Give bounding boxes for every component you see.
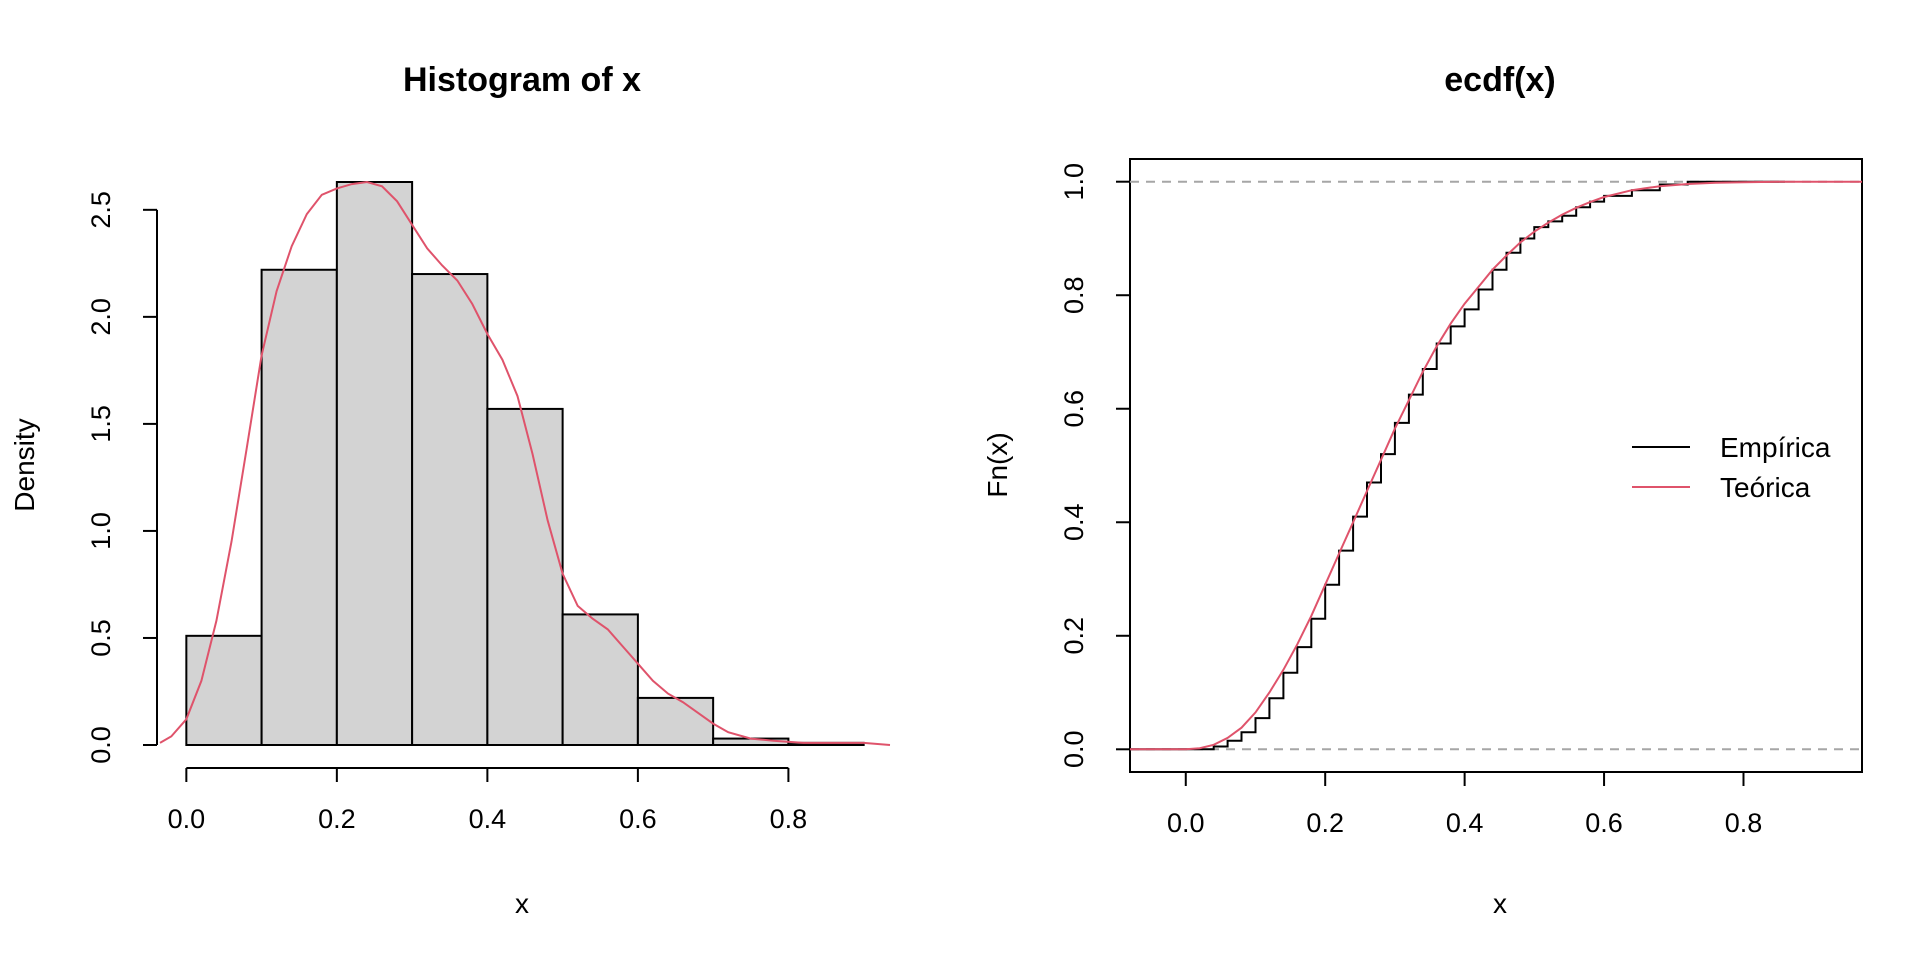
histogram-bar xyxy=(335,181,414,746)
ecdf-title: ecdf(x) xyxy=(1444,61,1555,99)
ecdf-y-tick-label: 0.2 xyxy=(1059,617,1089,655)
ecdf-empirical-line xyxy=(1130,180,1786,751)
ecdf-series-layer xyxy=(1130,180,1862,751)
histogram-x-axis: 0.0 0.2 0.4 0.6 0.8 xyxy=(168,767,808,834)
density-curve xyxy=(159,180,891,746)
legend-label-teorica: Teórica xyxy=(1720,472,1811,503)
histogram-x-tick-label: 0.0 xyxy=(168,804,206,834)
histogram-y-tick-label: 2.0 xyxy=(86,298,116,336)
ecdf-y-axis-label: Fn(x) xyxy=(982,432,1013,497)
histogram-x-tick-label: 0.6 xyxy=(619,804,657,834)
histogram-bar xyxy=(636,696,715,747)
ecdf-y-tick-label: 1.0 xyxy=(1059,163,1089,201)
ecdf-y-axis: 0.0 0.2 0.4 0.6 0.8 1.0 xyxy=(1059,163,1130,768)
histogram-panel: Histogram of x x Density 0.0 0.2 0.4 0.6 0.8… xyxy=(9,61,891,919)
ecdf-x-tick-label: 0.0 xyxy=(1167,808,1205,838)
ecdf-y-tick-label: 0.6 xyxy=(1059,390,1089,428)
ecdf-x-tick-label: 0.2 xyxy=(1306,808,1344,838)
ecdf-theoretical-line xyxy=(1130,180,1862,751)
histogram-bar xyxy=(486,407,564,746)
ecdf-legend: Empírica Teórica xyxy=(1632,432,1831,503)
ecdf-x-axis: 0.0 0.2 0.4 0.6 0.8 xyxy=(1167,772,1762,838)
histogram-y-axis-label: Density xyxy=(9,418,40,511)
histogram-x-axis-label: x xyxy=(515,888,529,919)
histogram-y-axis: 0.0 0.5 1.0 1.5 2.0 2.5 xyxy=(86,191,158,764)
ecdf-plot-frame xyxy=(1129,158,1863,773)
histogram-y-tick-label: 1.0 xyxy=(86,512,116,550)
histogram-bars xyxy=(185,181,865,747)
ecdf-y-tick-label: 0.8 xyxy=(1059,276,1089,314)
legend-label-empirica: Empírica xyxy=(1720,432,1831,463)
histogram-y-tick-label: 2.5 xyxy=(86,191,116,229)
histogram-x-tick-label: 0.4 xyxy=(469,804,507,834)
histogram-density-layer xyxy=(159,180,891,746)
ecdf-y-tick-label: 0.0 xyxy=(1059,731,1089,769)
ecdf-x-tick-label: 0.8 xyxy=(1725,808,1763,838)
histogram-bar xyxy=(185,634,263,746)
ecdf-y-tick-label: 0.4 xyxy=(1059,503,1089,541)
histogram-bar xyxy=(561,613,639,747)
histogram-x-tick-label: 0.2 xyxy=(318,804,356,834)
histogram-y-tick-label: 0.5 xyxy=(86,619,116,657)
histogram-x-tick-label: 0.8 xyxy=(770,804,808,834)
histogram-bar xyxy=(260,268,338,746)
histogram-y-tick-label: 1.5 xyxy=(86,405,116,443)
ecdf-x-tick-label: 0.6 xyxy=(1585,808,1623,838)
ecdf-x-tick-label: 0.4 xyxy=(1446,808,1484,838)
histogram-bar xyxy=(411,273,489,746)
histogram-y-tick-label: 0.0 xyxy=(86,726,116,764)
ecdf-x-axis-label: x xyxy=(1493,888,1507,919)
histogram-title: Histogram of x xyxy=(403,61,641,99)
ecdf-panel: ecdf(x) x Fn(x) 0.0 0.2 0.4 0.6 0.8 0.00.20.… xyxy=(982,61,1863,919)
